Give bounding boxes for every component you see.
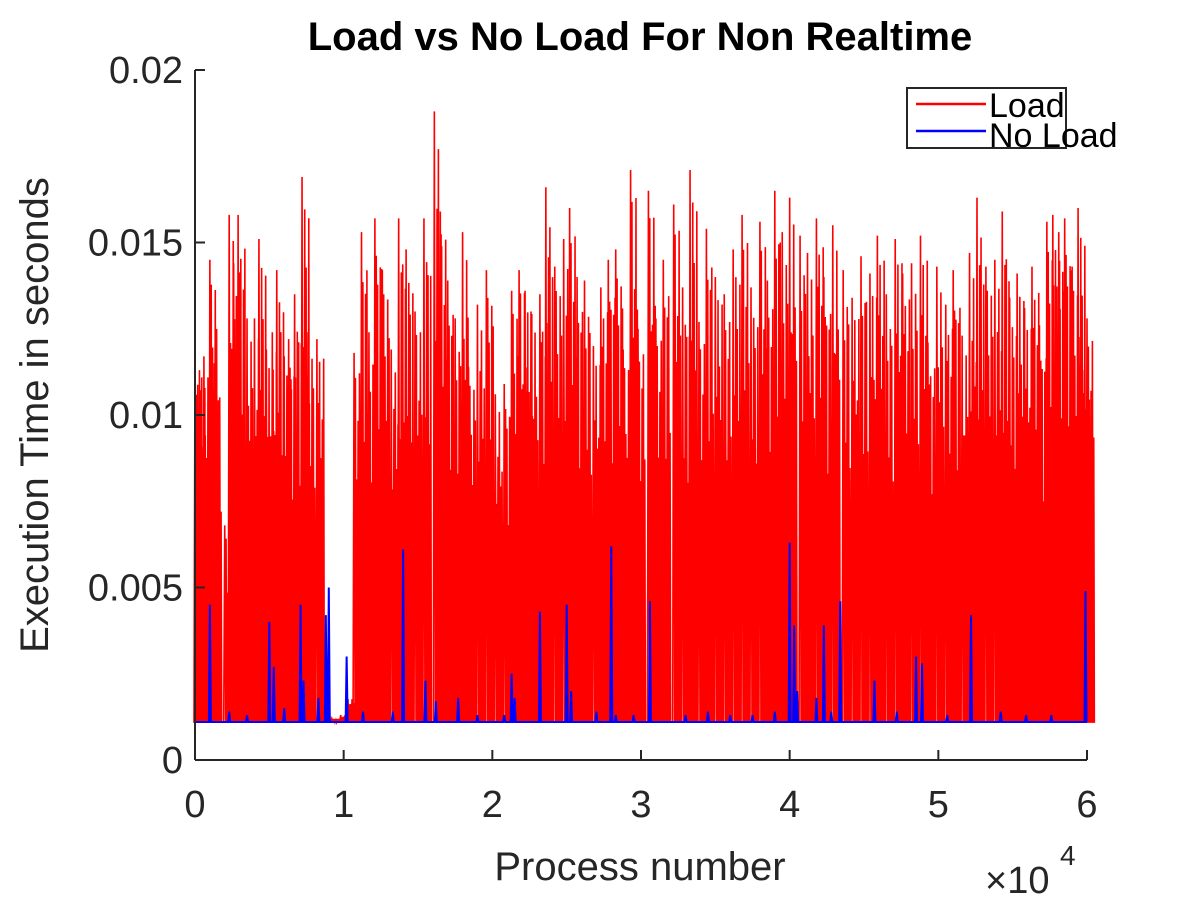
x-tick-label: 3 (630, 784, 651, 826)
chart-title: Load vs No Load For Non Realtime (308, 15, 973, 59)
x-tick-label: 1 (333, 784, 354, 826)
x-tick-label: 5 (928, 784, 949, 826)
x-tick-label: 4 (779, 784, 800, 826)
x-axis-multiplier: ×10 4 (985, 840, 1076, 900)
y-tick-label: 0.005 (88, 568, 183, 610)
legend-label-load: Load (989, 87, 1065, 125)
x-multiplier-base: ×10 (985, 860, 1049, 900)
x-tick-label: 2 (482, 784, 503, 826)
x-tick-label: 6 (1076, 784, 1097, 826)
x-tick-label: 0 (184, 784, 205, 826)
y-tick-label: 0.01 (109, 395, 183, 437)
plot-series (193, 111, 1096, 760)
y-axis-label: Execution Time in seconds (13, 177, 57, 653)
x-multiplier-exponent: 4 (1060, 840, 1076, 871)
y-tick-label: 0.02 (109, 50, 183, 92)
legend[interactable]: Load No Load (906, 87, 1118, 155)
x-axis-label: Process number (494, 845, 785, 889)
x-ticks: 0 1 2 3 4 5 6 (184, 750, 1098, 826)
legend-box (906, 87, 1067, 149)
y-ticks: 0 0.005 0.01 0.015 0.02 (88, 50, 205, 782)
y-tick-label: 0.015 (88, 223, 183, 265)
y-tick-label: 0 (162, 740, 183, 782)
legend-label-no-load: No Load (989, 117, 1118, 155)
series-line-no-load (194, 542, 1088, 760)
